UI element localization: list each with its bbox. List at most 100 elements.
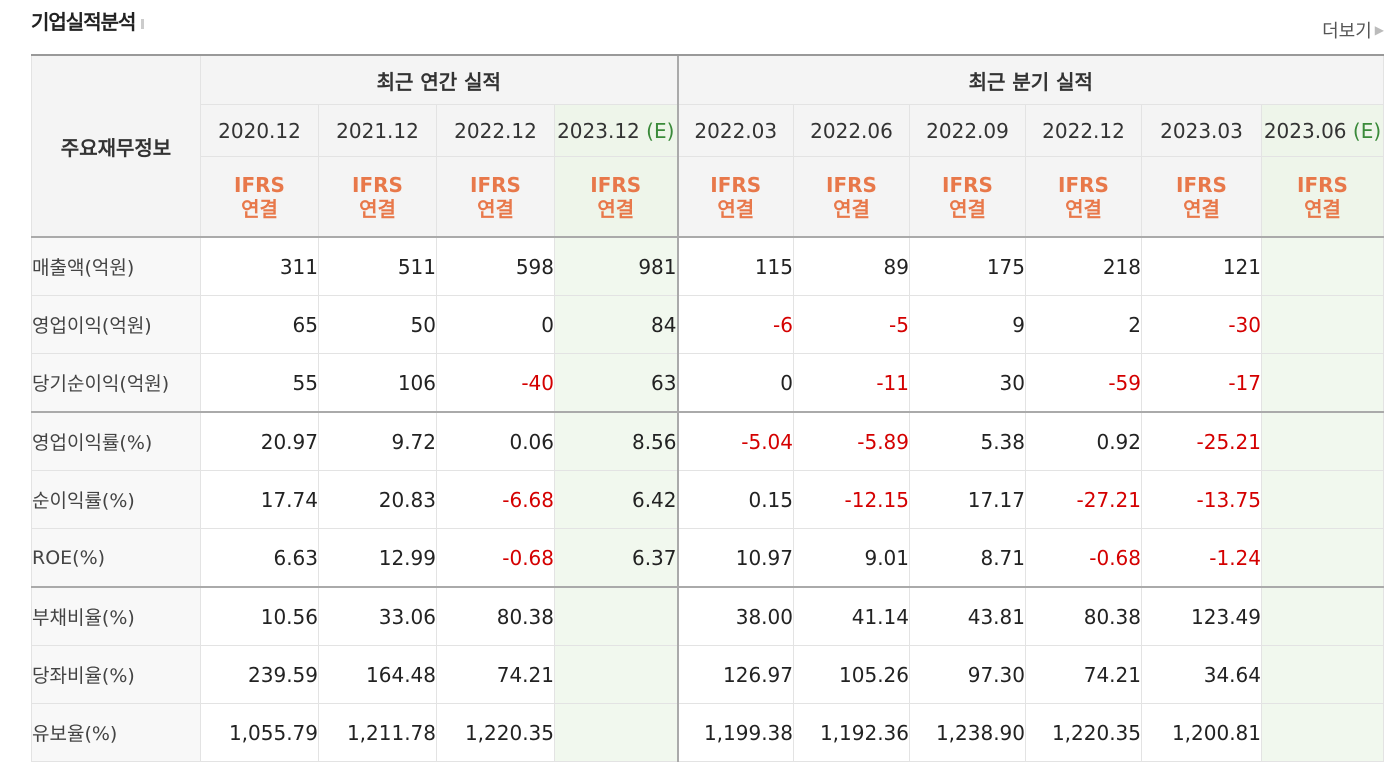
table-cell: 9.72: [318, 411, 437, 471]
consolidated-label: 연결: [949, 196, 986, 221]
chevron-right-icon: ▶: [1374, 23, 1384, 37]
table-cell: 6.42: [554, 470, 678, 529]
table-cell: -5.04: [676, 411, 794, 471]
table-row: 영업이익률(%) 20.97 9.72 0.06 8.56 -5.04 -5.89 5.38 0…: [31, 411, 1384, 471]
period-header: 2023.06 (E): [1261, 104, 1384, 157]
table-row: 당좌비율(%) 239.59 164.48 74.21 126.97 105.26 97.3…: [31, 645, 1384, 704]
table-cell: 6.63: [200, 528, 319, 588]
ifrs-badge: IFRS 연결: [909, 156, 1026, 238]
annual-group-header: 최근 연간 실적: [200, 54, 678, 105]
table-cell: -17: [1141, 353, 1262, 413]
consolidated-label: 연결: [359, 196, 396, 221]
table-row: 부채비율(%) 10.56 33.06 80.38 38.00 41.14 43.81 80.…: [31, 586, 1384, 646]
table-row: ROE(%) 6.63 12.99 -0.68 6.37 10.97 9.01 8.71 -0.…: [31, 528, 1384, 588]
table-cell: 34.64: [1141, 645, 1262, 704]
table-cell: 218: [1025, 236, 1142, 296]
ifrs-badge: IFRS 연결: [1025, 156, 1142, 238]
table-cell: [1261, 528, 1384, 588]
ifrs-badge: IFRS 연결: [793, 156, 910, 238]
table-cell: 38.00: [676, 586, 794, 646]
row-label: 당기순이익(억원): [31, 353, 201, 413]
period-header: 2021.12: [318, 104, 437, 157]
table-cell: 511: [318, 236, 437, 296]
table-cell: -5.89: [793, 411, 910, 471]
ifrs-badge: IFRS 연결: [1261, 156, 1384, 238]
table-cell: 8.56: [554, 411, 678, 471]
period-header: 2023.03: [1141, 104, 1262, 157]
table-cell: 12.99: [318, 528, 437, 588]
table-cell: -59: [1025, 353, 1142, 413]
table-cell: -27.21: [1025, 470, 1142, 529]
table-cell: 50: [318, 295, 437, 354]
period-label: 2023.06: [1263, 118, 1347, 143]
period-header: 2022.06: [793, 104, 910, 157]
period-label: 2022.12: [1042, 118, 1125, 143]
table-cell: 981: [554, 236, 678, 296]
table-cell: 9.01: [793, 528, 910, 588]
table-cell: 0.15: [676, 470, 794, 529]
table-cell: 8.71: [909, 528, 1026, 588]
row-label: 매출액(억원): [31, 236, 201, 296]
table-cell: 175: [909, 236, 1026, 296]
row-label: 유보율(%): [31, 703, 201, 762]
table-cell: [1261, 353, 1384, 413]
row-label: 부채비율(%): [31, 586, 201, 646]
more-link[interactable]: 더보기 ▶: [1322, 17, 1384, 43]
ifrs-label: IFRS: [826, 172, 877, 197]
table-cell: -30: [1141, 295, 1262, 354]
row-label: 영업이익률(%): [31, 411, 201, 471]
ifrs-badge: IFRS 연결: [554, 156, 678, 238]
ifrs-badge: IFRS 연결: [1141, 156, 1262, 238]
table-cell: -0.68: [436, 528, 555, 588]
table-cell: 0.06: [436, 411, 555, 471]
table-cell: 1,199.38: [676, 703, 794, 762]
table-cell: -6: [676, 295, 794, 354]
table-cell: 9: [909, 295, 1026, 354]
ifrs-label: IFRS: [942, 172, 993, 197]
quarter-group-header: 최근 분기 실적: [676, 54, 1384, 105]
table-cell: 239.59: [200, 645, 319, 704]
table-cell: -6.68: [436, 470, 555, 529]
table-cell: 1,211.78: [318, 703, 437, 762]
consolidated-label: 연결: [717, 196, 755, 221]
ifrs-badge: IFRS 연결: [676, 156, 794, 238]
table-cell: 10.56: [200, 586, 319, 646]
consolidated-label: 연결: [477, 196, 514, 221]
period-label: 2020.12: [218, 118, 301, 143]
table-cell: 41.14: [793, 586, 910, 646]
table-cell: 2: [1025, 295, 1142, 354]
table-cell: [554, 586, 678, 646]
consolidated-label: 연결: [1304, 196, 1341, 221]
table-cell: 121: [1141, 236, 1262, 296]
table-cell: -1.24: [1141, 528, 1262, 588]
table-cell: [554, 703, 678, 762]
ifrs-label: IFRS: [470, 172, 521, 197]
estimate-marker: (E): [646, 118, 675, 143]
period-label: 2022.12: [454, 118, 537, 143]
table-cell: 20.83: [318, 470, 437, 529]
table-cell: [1261, 295, 1384, 354]
row-label: 영업이익(억원): [31, 295, 201, 354]
ifrs-label: IFRS: [1297, 172, 1348, 197]
consolidated-label: 연결: [1065, 196, 1102, 221]
consolidated-label: 연결: [241, 196, 278, 221]
table-cell: [1261, 645, 1384, 704]
period-label: 2022.06: [810, 118, 893, 143]
period-header: 2022.03: [676, 104, 794, 157]
table-cell: 17.74: [200, 470, 319, 529]
table-row: 영업이익(억원) 65 50 0 84 -6 -5 9 2 -30: [31, 295, 1384, 354]
period-label: 2023.12: [557, 118, 640, 143]
table-cell: 164.48: [318, 645, 437, 704]
period-header: 2022.09: [909, 104, 1026, 157]
table-cell: 1,200.81: [1141, 703, 1262, 762]
consolidated-label: 연결: [1183, 196, 1220, 221]
table-cell: 5.38: [909, 411, 1026, 471]
table-cell: [554, 645, 678, 704]
table-cell: 1,220.35: [1025, 703, 1142, 762]
financial-summary-table: 주요재무정보 최근 연간 실적 최근 분기 실적 2020.12 2021.12 2…: [31, 54, 1384, 762]
consolidated-label: 연결: [597, 196, 635, 221]
more-link-label: 더보기: [1322, 21, 1372, 42]
table-cell: 80.38: [1025, 586, 1142, 646]
table-cell: 598: [436, 236, 555, 296]
table-cell: -13.75: [1141, 470, 1262, 529]
